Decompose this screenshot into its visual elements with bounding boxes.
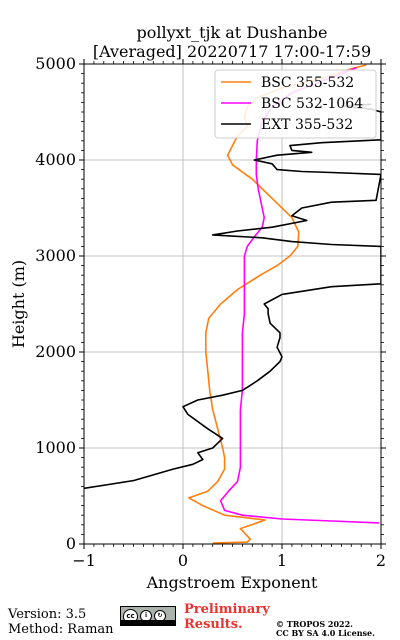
legend: BSC 355-532 BSC 532-1064 EXT 355-532 [214, 69, 377, 139]
x-tick-label: 2 [376, 551, 386, 570]
y-tick-label: 3000 [35, 246, 76, 265]
preliminary-line-1: Preliminary [184, 602, 270, 617]
preliminary-line-2: Results. [184, 617, 243, 632]
x-axis-label: Angstroem Exponent [146, 573, 318, 592]
chart-subtitle: [Averaged] 20220717 17:00-17:59 [93, 42, 371, 61]
y-tick-label: 2000 [35, 342, 76, 361]
legend-box [214, 69, 377, 139]
copyright-line-1: © TROPOS 2022. [276, 619, 353, 629]
x-tick-label: −1 [72, 551, 96, 570]
copyright-note: © TROPOS 2022. CC BY SA 4.0 License. [276, 620, 375, 638]
cc-license-strip [121, 620, 175, 625]
cc-license-logo: cc i ↻ [120, 606, 176, 626]
version-text: Version: 3.5 [8, 607, 87, 622]
y-tick-label: 0 [66, 534, 76, 553]
copyright-line-2: CC BY SA 4.0 License. [276, 628, 375, 638]
y-tick-label: 1000 [35, 438, 76, 457]
x-tick-label: 1 [277, 551, 287, 570]
legend-label-1: BSC 355-532 [261, 75, 354, 91]
legend-label-3: EXT 355-532 [261, 117, 353, 133]
y-tick-label: 4000 [35, 150, 76, 169]
chart-title: pollyxt_tjk at Dushanbe [136, 23, 327, 42]
preliminary-results-note: Preliminary Results. [184, 602, 270, 632]
legend-label-2: BSC 532-1064 [261, 96, 363, 112]
x-tick-label: 0 [178, 551, 188, 570]
series-line-3 [84, 103, 381, 490]
chart: pollyxt_tjk at Dushanbe [Averaged] 20220… [9, 23, 386, 592]
y-axis-label: Height (m) [9, 260, 28, 348]
y-tick-label: 5000 [35, 54, 76, 73]
method-text: Method: Raman [8, 622, 114, 637]
